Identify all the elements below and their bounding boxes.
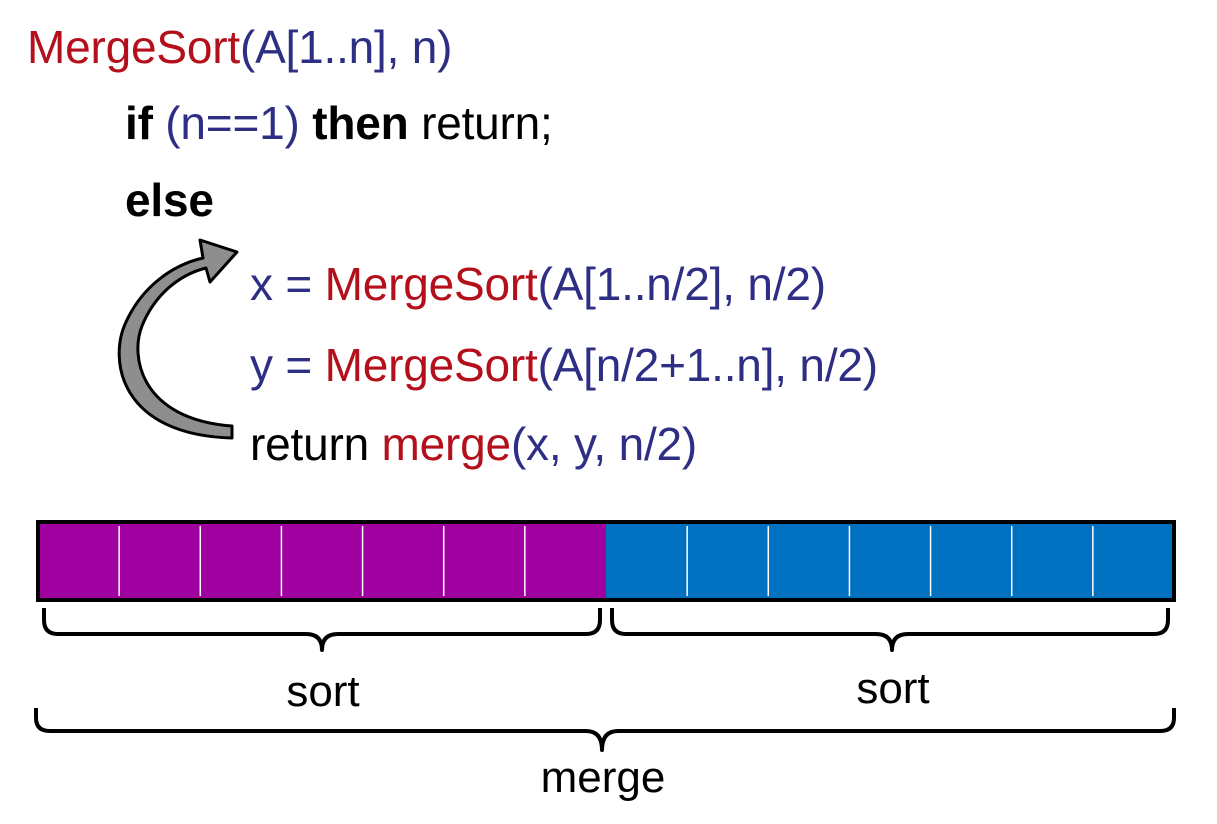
curved-arrow-icon xyxy=(117,238,239,440)
y-args: (A[n/2+1..n], n/2) xyxy=(537,339,879,391)
x-lhs: x = xyxy=(250,258,325,310)
merge-function-name: merge xyxy=(381,418,512,470)
y-function-name: MergeSort xyxy=(324,339,538,391)
signature-args: (A[1..n], n) xyxy=(239,21,453,73)
else-line: else xyxy=(125,172,214,228)
return-merge-line: return merge(x, y, n/2) xyxy=(250,416,697,472)
array-cell-dividers xyxy=(118,526,1094,596)
if-condition: (n==1) xyxy=(152,97,313,149)
right-sort-label: sort xyxy=(856,664,929,713)
array-right-half xyxy=(606,522,1174,600)
merge-label: merge xyxy=(541,753,666,802)
return-keyword: return xyxy=(250,418,382,470)
then-keyword: then xyxy=(312,97,409,149)
y-lhs: y = xyxy=(250,339,325,391)
else-keyword: else xyxy=(125,174,214,226)
array-bar xyxy=(36,520,1176,602)
signature-line: MergeSort(A[1..n], n) xyxy=(27,19,453,75)
if-keyword: if xyxy=(125,97,153,149)
merge-args: (x, y, n/2) xyxy=(510,418,698,470)
array-left-half xyxy=(38,522,606,600)
x-args: (A[1..n/2], n/2) xyxy=(537,258,826,310)
x-assign-line: x = MergeSort(A[1..n/2], n/2) xyxy=(250,256,826,312)
x-function-name: MergeSort xyxy=(324,258,538,310)
y-assign-line: y = MergeSort(A[n/2+1..n], n/2) xyxy=(250,337,878,393)
signature-function-name: MergeSort xyxy=(27,21,240,73)
if-return: return; xyxy=(408,97,553,149)
left-sort-label: sort xyxy=(286,667,359,716)
right-sort-brace xyxy=(610,608,1170,652)
array-outline xyxy=(36,520,1176,602)
left-sort-brace xyxy=(42,608,602,652)
merge-brace xyxy=(34,708,1176,752)
if-line: if (n==1) then return; xyxy=(125,95,553,151)
